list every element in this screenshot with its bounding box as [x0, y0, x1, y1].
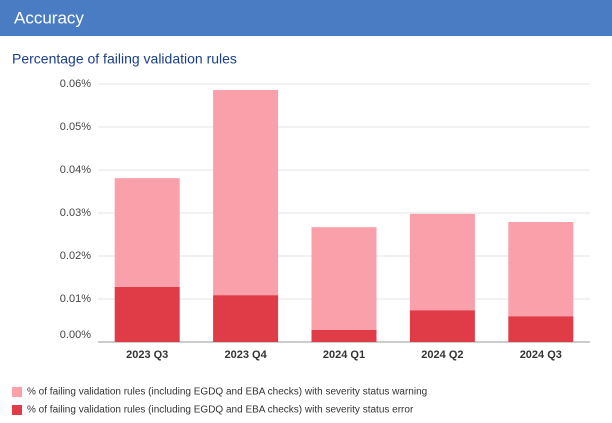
bar-segment — [213, 295, 279, 342]
chart-title: Percentage of failing validation rules — [12, 51, 237, 67]
x-tick-label: 2024 Q1 — [323, 349, 365, 361]
legend-swatch — [12, 405, 22, 415]
legend-label: % of failing validation rules (including… — [27, 405, 414, 416]
bar-segment — [311, 227, 377, 330]
y-tick-label: 0.03% — [60, 207, 91, 219]
bar-segment — [508, 316, 574, 342]
x-tick-label: 2024 Q3 — [520, 349, 562, 361]
header-title: Accuracy — [14, 8, 84, 27]
bar-segment — [409, 310, 475, 342]
bar-segment — [114, 178, 180, 287]
bar-segment — [213, 90, 279, 296]
legend-swatch — [12, 387, 22, 397]
y-tick-label: 0.05% — [60, 121, 91, 133]
y-tick-label: 0.04% — [60, 164, 91, 176]
header-bar — [0, 0, 612, 36]
bar-segment — [409, 213, 475, 311]
bar-segment — [114, 286, 180, 342]
y-tick-label: 0.02% — [60, 250, 91, 262]
y-tick-label: 0.06% — [60, 78, 91, 90]
x-tick-label: 2023 Q3 — [126, 349, 168, 361]
y-tick-label: 0.00% — [60, 329, 91, 341]
legend-label: % of failing validation rules (including… — [27, 387, 427, 398]
bar-segment — [311, 329, 377, 342]
y-tick-label: 0.01% — [60, 293, 91, 305]
x-tick-label: 2023 Q4 — [224, 349, 267, 361]
bar-segment — [508, 222, 574, 317]
x-tick-label: 2024 Q2 — [421, 349, 463, 361]
